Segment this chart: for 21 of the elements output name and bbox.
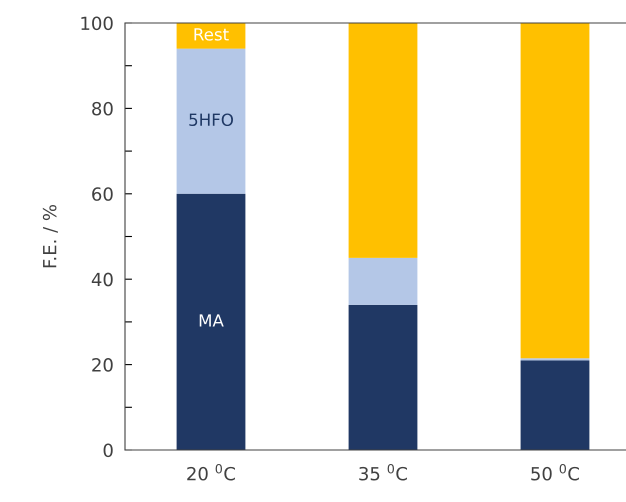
y-tick-label: 40 (92, 272, 113, 286)
y-tick-label: 60 (92, 187, 113, 201)
series-label: Rest (194, 28, 229, 41)
bar (176, 194, 246, 450)
bar (348, 258, 418, 305)
x-tick-label: 50 $^{0}$C (531, 464, 579, 481)
y-tick-label: 100 (81, 16, 113, 30)
x-tick-label: 20 $^{0}$C (187, 464, 235, 481)
y-tick-label: 80 (92, 102, 113, 116)
y-tick-label: 0 (104, 443, 113, 458)
y-tick-label: 20 (92, 358, 113, 372)
bar (520, 23, 590, 358)
bar (348, 23, 418, 258)
series-label: 5HFO (189, 113, 233, 126)
series-label: MA (200, 314, 224, 326)
bar (520, 360, 590, 450)
x-tick-label: 35 $^{0}$C (359, 464, 407, 481)
bar (176, 48, 246, 194)
bar (348, 304, 418, 450)
y-axis-title: F.E. / % (42, 204, 58, 268)
bar (176, 23, 246, 49)
